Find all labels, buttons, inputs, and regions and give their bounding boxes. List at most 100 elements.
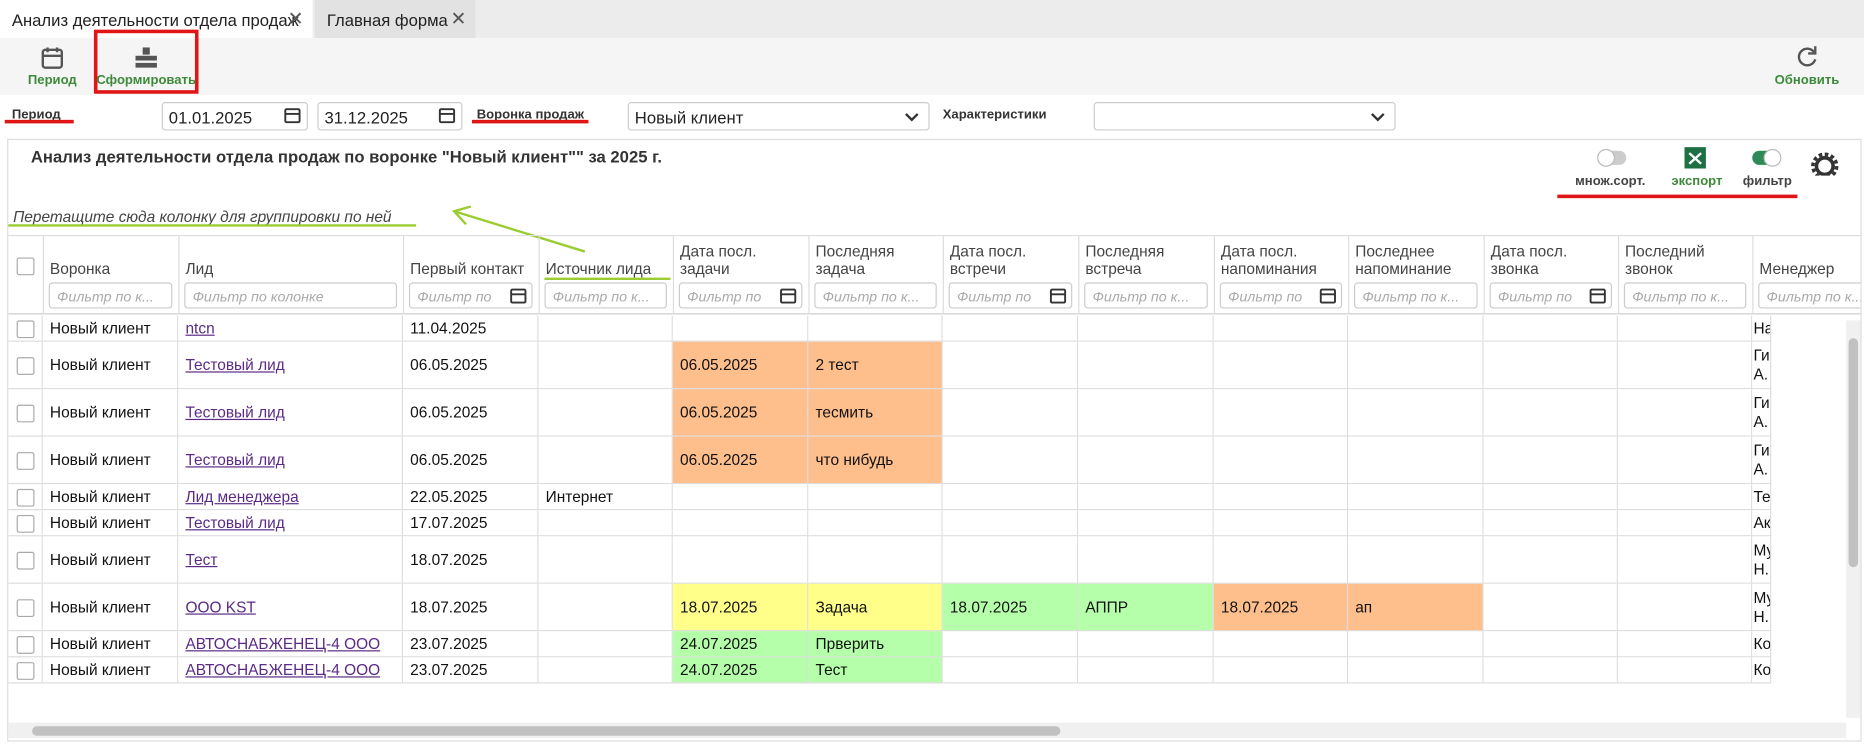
cell-text: 17.07.2025 (410, 513, 488, 532)
generate-button[interactable]: Сформировать (96, 73, 197, 88)
lead-link[interactable]: ntcn (185, 319, 215, 337)
cell-text: что нибудь (815, 450, 894, 469)
cell-text: Прверить (815, 634, 885, 653)
checkbox[interactable] (16, 551, 35, 570)
toggle-label[interactable]: множ.сорт. (1575, 174, 1646, 189)
column-filter[interactable]: Фильтр по к... (544, 282, 667, 309)
column-header[interactable]: Последняя задача (815, 242, 895, 278)
column-filter[interactable]: Фильтр по (1219, 282, 1343, 309)
checkbox[interactable] (16, 599, 35, 618)
checkbox[interactable] (16, 636, 35, 654)
cell: Ко (1752, 657, 1772, 684)
column-separator (178, 234, 180, 315)
lead-link[interactable]: АВТОСНАБЖЕНЕЦ-4 ООО (185, 660, 381, 679)
period-button[interactable]: Период (27, 73, 77, 88)
column-separator (942, 234, 944, 315)
column-filter[interactable]: Фильтр по к... (1623, 282, 1747, 309)
cell (1483, 657, 1618, 684)
date-icon[interactable] (1319, 287, 1337, 304)
column-header[interactable]: Первый контакт (410, 259, 525, 278)
date-icon[interactable] (1049, 287, 1067, 304)
cell: ООО KST (178, 583, 403, 632)
scroll-thumb[interactable] (1848, 338, 1859, 568)
row-checkbox-cell (8, 657, 43, 684)
cell-text: Ко (1753, 634, 1772, 653)
date-icon[interactable] (510, 287, 527, 304)
column-filter[interactable]: Фильтр по колонке (184, 282, 398, 309)
column-header[interactable]: Дата посл. задачи (679, 242, 757, 278)
close-icon[interactable]: ✕ (450, 9, 467, 30)
column-filter[interactable]: Фильтр по к... (48, 282, 173, 309)
column-header[interactable]: Дата посл. напоминания (1220, 242, 1317, 278)
column-header[interactable]: Источник лида (545, 259, 652, 278)
column-filter[interactable]: Фильтр по к... (1354, 282, 1478, 309)
underline (471, 119, 589, 124)
tab[interactable]: Главная форма ✕ (315, 0, 476, 38)
cell (942, 536, 1079, 584)
column-filter[interactable]: Фильтр по к... (1084, 282, 1208, 309)
lead-link[interactable]: Тестовый лид (185, 513, 285, 532)
lead-link[interactable]: Тестовый лид (185, 403, 285, 422)
column-header[interactable]: Менеджер (1759, 259, 1835, 278)
refresh-button[interactable]: Обновить (1774, 73, 1840, 88)
scroll-thumb[interactable] (32, 726, 1061, 736)
v-scrollbar[interactable] (1846, 320, 1861, 718)
cell-text: Новый клиент (49, 598, 151, 616)
checkbox[interactable] (16, 488, 35, 507)
column-separator (672, 234, 675, 315)
lead-link[interactable]: Тестовый лид (185, 450, 285, 469)
date-from[interactable]: 01.01.2025 (161, 102, 308, 131)
lead-link[interactable]: ООО KST (185, 598, 256, 616)
cell (672, 315, 809, 342)
column-filter[interactable]: Фильтр по к... (1758, 282, 1861, 309)
lead-link[interactable]: Лид менеджера (185, 487, 299, 506)
column-header[interactable]: Дата посл. встречи (949, 242, 1027, 278)
column-filter[interactable]: Фильтр по (1489, 282, 1612, 309)
checkbox[interactable] (16, 357, 35, 375)
toggle-label[interactable]: фильтр (1742, 174, 1792, 189)
column-header[interactable]: Воронка (49, 259, 111, 278)
column-filter[interactable]: Фильтр по к... (814, 282, 937, 309)
column-header[interactable]: Дата посл. звонка (1490, 242, 1568, 278)
checkbox[interactable] (16, 257, 35, 276)
tab-label: Главная форма (326, 10, 448, 30)
checkbox[interactable] (16, 662, 35, 680)
date-icon[interactable] (1589, 287, 1606, 304)
cell: Новый клиент (42, 657, 179, 684)
lead-link[interactable]: Тестовый лид (185, 355, 285, 374)
checkbox[interactable] (16, 452, 35, 470)
checkbox[interactable] (16, 514, 35, 533)
characteristics-select[interactable] (1093, 102, 1396, 131)
export-label[interactable]: экспорт (1671, 174, 1723, 189)
cell-text: тесмить (815, 403, 874, 422)
cell (1078, 389, 1214, 437)
cell (1213, 657, 1349, 684)
cell (672, 510, 809, 537)
column-header[interactable]: Последний звонок (1625, 242, 1705, 278)
funnel-select[interactable]: Новый клиент (627, 102, 930, 131)
date-icon[interactable] (780, 287, 797, 304)
column-header[interactable]: Лид (185, 259, 214, 278)
cell: Прверить (808, 631, 943, 658)
column-header[interactable]: Последнее напоминание (1355, 242, 1452, 278)
h-scrollbar[interactable] (8, 722, 1847, 739)
cell-text: 11.04.2025 (410, 319, 487, 337)
close-icon[interactable]: ✕ (287, 9, 304, 30)
checkbox[interactable] (16, 404, 35, 423)
lead-link[interactable]: Тест (185, 550, 218, 569)
tab-active[interactable]: Анализ деятельности отдела продаж ✕ (0, 0, 313, 38)
date-to[interactable]: 31.12.2025 (317, 102, 463, 131)
cell (942, 657, 1079, 684)
column-separator (1078, 234, 1080, 315)
cell (1213, 536, 1349, 584)
cell (538, 657, 673, 684)
cell: 24.07.2025 (672, 657, 809, 684)
cell: 17.07.2025 (402, 510, 539, 537)
lead-link[interactable]: АВТОСНАБЖЕНЕЦ-4 ООО (185, 634, 381, 653)
funnel-label: Воронка продаж (476, 107, 585, 123)
checkbox[interactable] (16, 320, 35, 339)
cell-text: Ги А. (1753, 440, 1770, 478)
column-header[interactable]: Последняя встреча (1085, 242, 1165, 278)
